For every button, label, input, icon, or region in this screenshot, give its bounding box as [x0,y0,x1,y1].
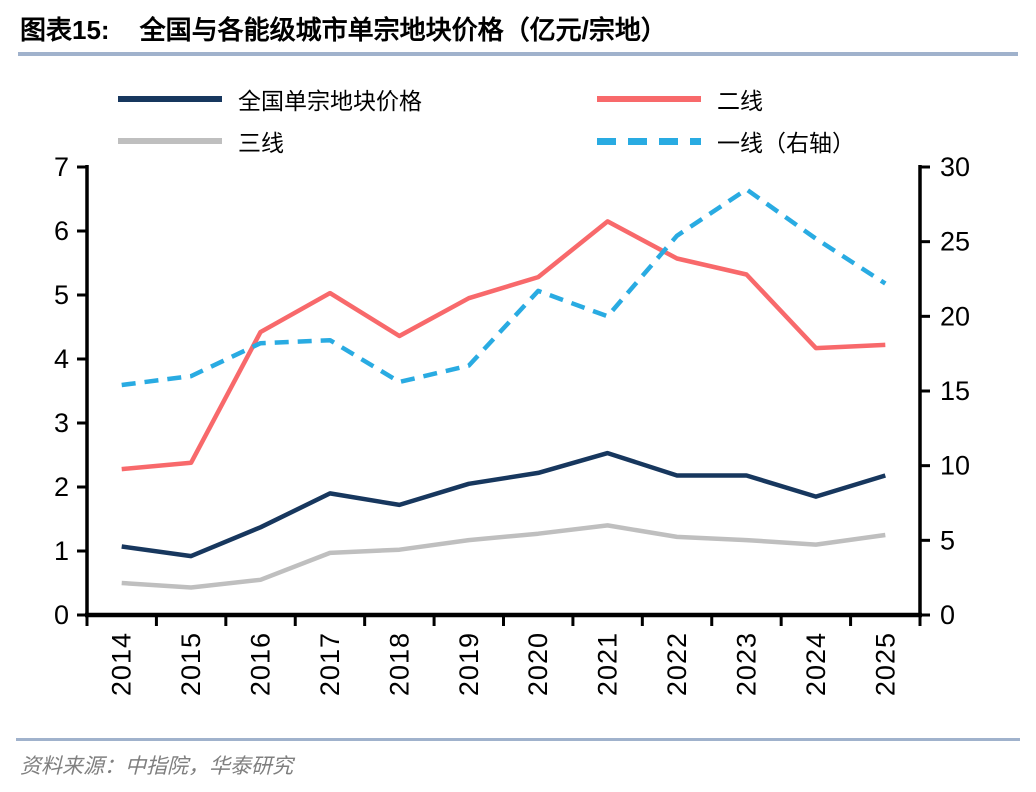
footer-divider [16,738,1020,741]
legend-line-swatch-tier1 [597,137,701,145]
legend-item-tier3: 三线 [118,129,284,156]
x-axis-category-label: 2024 [801,632,831,696]
left-axis-tick-label: 2 [54,472,69,502]
legend-line-swatch-tier2 [597,96,701,102]
x-axis-category-label: 2015 [176,632,206,696]
left-axis-tick-label: 6 [54,216,69,246]
left-axis-tick-label: 1 [54,536,69,566]
x-axis-category-label: 2014 [107,632,137,696]
x-axis-category-label: 2017 [315,632,345,696]
series-line-tier3 [121,523,886,590]
right-axis-tick-label: 30 [940,152,970,182]
left-axis-tick-label: 3 [54,408,69,438]
right-axis-tick-label: 10 [940,451,970,481]
right-axis-tick-label: 25 [940,227,970,257]
left-axis-tick-label: 0 [54,600,69,630]
left-axis-tick-label: 4 [54,344,69,374]
legend-label-tier1: 一线（右轴） [717,130,855,156]
right-axis-tick-label: 20 [940,301,970,331]
legend-label-tier2: 二线 [717,88,763,114]
legend-item-tier1: 一线（右轴） [597,129,855,156]
series-line-tier2 [121,219,886,472]
x-axis-category-label: 2020 [523,632,553,696]
series-line-national [121,450,886,559]
legend-line-swatch-national [118,96,222,102]
source-note: 资料来源：中指院，华泰研究 [20,755,293,778]
right-axis-tick-label: 15 [940,376,970,406]
x-axis-category-label: 2022 [662,632,692,696]
x-axis-category-label: 2021 [593,632,623,696]
x-axis-category-label: 2023 [731,632,761,696]
x-axis-category-label: 2018 [384,632,414,696]
left-axis-tick-label: 5 [54,280,69,310]
legend-item-national: 全国单宗地块价格 [118,87,422,114]
figure-title-text: 全国与各能级城市单宗地块价格（亿元/宗地） [139,15,667,45]
x-axis-category-label: 2016 [246,632,276,696]
title-divider [18,52,1018,56]
x-axis-category-label: 2019 [454,632,484,696]
right-axis-tick-label: 5 [940,525,955,555]
legend-line-swatch-tier3 [118,138,222,144]
legend-label-tier3: 三线 [238,130,284,156]
figure-number: 图表15: [20,15,110,45]
x-axis-category-label: 2025 [870,632,900,696]
legend-item-tier2: 二线 [597,87,763,114]
legend-label-national: 全国单宗地块价格 [238,88,422,114]
right-axis-tick-label: 0 [940,600,955,630]
figure-title: 图表15: 全国与各能级城市单宗地块价格（亿元/宗地） [20,10,667,47]
series-line-tier1 [121,187,887,388]
left-axis-tick-label: 7 [54,152,69,182]
